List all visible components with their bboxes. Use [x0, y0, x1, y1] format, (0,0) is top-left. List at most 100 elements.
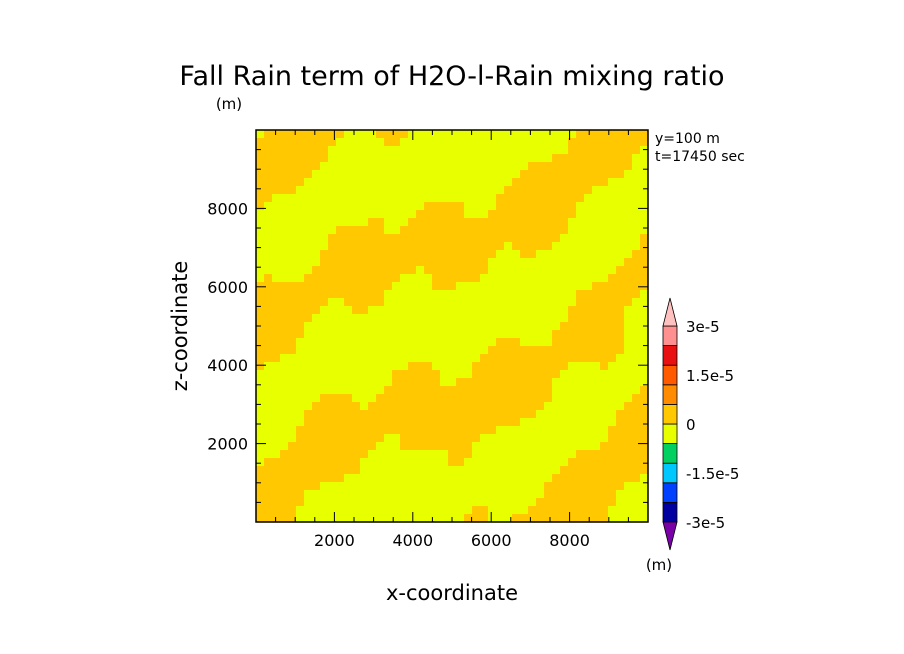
- heatmap-cell: [360, 138, 369, 147]
- heatmap-cell: [408, 426, 417, 435]
- heatmap-cell: [584, 202, 593, 211]
- heatmap-cell: [280, 202, 289, 211]
- heatmap-cell: [488, 178, 497, 187]
- heatmap-cell: [592, 234, 601, 243]
- heatmap-cell: [408, 402, 417, 411]
- heatmap-cell: [608, 514, 617, 523]
- heatmap-cell: [504, 466, 513, 475]
- heatmap-cell: [328, 418, 337, 427]
- heatmap-cell: [552, 322, 561, 331]
- heatmap-cell: [320, 226, 329, 235]
- heatmap-cell: [384, 458, 393, 467]
- heatmap-cell: [528, 442, 537, 451]
- heatmap-cell: [496, 258, 505, 267]
- heatmap-cell: [608, 410, 617, 419]
- heatmap-cell: [408, 162, 417, 171]
- heatmap-cell: [352, 202, 361, 211]
- heatmap-cell: [400, 338, 409, 347]
- heatmap-cell: [392, 242, 401, 251]
- heatmap-cell: [464, 218, 473, 227]
- heatmap-cell: [296, 426, 305, 435]
- heatmap-cell: [424, 146, 433, 155]
- heatmap-cell: [304, 226, 313, 235]
- heatmap-cell: [496, 346, 505, 355]
- heatmap-cell: [512, 490, 521, 499]
- heatmap-cell: [400, 442, 409, 451]
- heatmap-cell: [304, 306, 313, 315]
- heatmap-cell: [376, 282, 385, 291]
- heatmap-cell: [640, 282, 649, 291]
- heatmap-cell: [432, 178, 441, 187]
- heatmap-cell: [376, 394, 385, 403]
- heatmap-cell: [368, 282, 377, 291]
- heatmap-cell: [440, 442, 449, 451]
- heatmap-cell: [616, 458, 625, 467]
- heatmap-cell: [384, 322, 393, 331]
- heatmap-cell: [512, 482, 521, 491]
- heatmap-cell: [512, 242, 521, 251]
- heatmap-cell: [568, 146, 577, 155]
- heatmap-cell: [592, 498, 601, 507]
- heatmap-cell: [568, 330, 577, 339]
- heatmap-cell: [304, 458, 313, 467]
- heatmap-cell: [400, 226, 409, 235]
- heatmap-cell: [560, 322, 569, 331]
- heatmap-cell: [600, 130, 609, 139]
- heatmap-cell: [320, 346, 329, 355]
- heatmap-cell: [408, 394, 417, 403]
- colorbar-top-arrow: [662, 297, 678, 327]
- heatmap-cell: [320, 298, 329, 307]
- heatmap-cell: [584, 138, 593, 147]
- heatmap-cell: [472, 442, 481, 451]
- heatmap-cell: [616, 322, 625, 331]
- heatmap-cell: [400, 178, 409, 187]
- heatmap-cell: [264, 298, 273, 307]
- heatmap-cell: [368, 234, 377, 243]
- heatmap-cell: [544, 282, 553, 291]
- heatmap-cell: [328, 226, 337, 235]
- heatmap-cell: [480, 362, 489, 371]
- heatmap-cell: [584, 474, 593, 483]
- heatmap-cell: [336, 418, 345, 427]
- heatmap-cell: [360, 402, 369, 411]
- heatmap-cell: [296, 162, 305, 171]
- heatmap-cell: [448, 482, 457, 491]
- heatmap-cell: [624, 186, 633, 195]
- heatmap-cell: [456, 210, 465, 219]
- heatmap-cell: [456, 266, 465, 275]
- heatmap-cell: [632, 170, 641, 179]
- heatmap-cell: [576, 298, 585, 307]
- heatmap-cell: [256, 330, 265, 339]
- heatmap-cell: [368, 146, 377, 155]
- heatmap-cell: [584, 154, 593, 163]
- heatmap-cell: [424, 226, 433, 235]
- heatmap-cell: [560, 458, 569, 467]
- heatmap-cell: [568, 258, 577, 267]
- heatmap-cell: [400, 402, 409, 411]
- heatmap-cell: [576, 314, 585, 323]
- heatmap-cell: [408, 194, 417, 203]
- heatmap-cell: [400, 242, 409, 251]
- heatmap-cell: [544, 162, 553, 171]
- heatmap-cell: [256, 338, 265, 347]
- heatmap-cell: [360, 298, 369, 307]
- heatmap-cell: [376, 226, 385, 235]
- heatmap-cell: [368, 130, 377, 139]
- heatmap-cell: [512, 178, 521, 187]
- heatmap-cell: [536, 354, 545, 363]
- heatmap-cell: [624, 458, 633, 467]
- heatmap-cell: [392, 290, 401, 299]
- x-tick-label: 4000: [392, 531, 433, 550]
- heatmap-cell: [536, 170, 545, 179]
- heatmap-cell: [608, 314, 617, 323]
- heatmap-cell: [440, 434, 449, 443]
- heatmap-cell: [608, 322, 617, 331]
- heatmap-cell: [544, 498, 553, 507]
- heatmap-cell: [328, 178, 337, 187]
- heatmap-cell: [504, 362, 513, 371]
- heatmap-cell: [456, 490, 465, 499]
- heatmap-cell: [304, 210, 313, 219]
- heatmap-cell: [440, 354, 449, 363]
- heatmap-cell: [592, 330, 601, 339]
- heatmap-cell: [632, 234, 641, 243]
